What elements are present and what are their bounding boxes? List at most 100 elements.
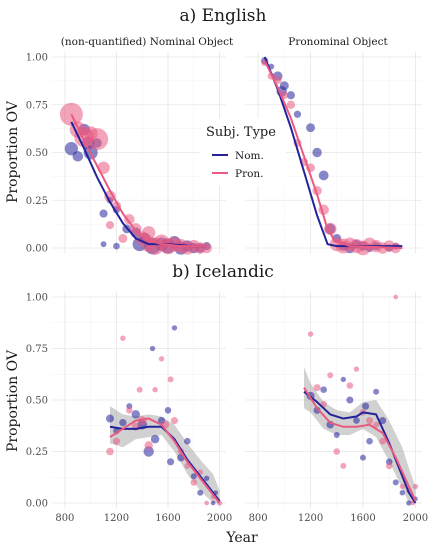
data-point-nom — [318, 170, 329, 181]
data-point-pron — [120, 335, 126, 341]
y-tick-label: 1.00 — [26, 53, 48, 64]
data-point-nom — [306, 123, 316, 133]
x-tick-label: 2000 — [207, 513, 232, 524]
data-point-pron — [286, 100, 296, 109]
data-point-nom — [286, 91, 295, 100]
data-point-nom — [197, 489, 204, 496]
y-axis-label-icelandic: Proportion OV — [5, 349, 21, 452]
data-point-nom — [143, 446, 154, 457]
y-tick-label: 0.50 — [26, 396, 48, 407]
y-tick-label: 0.25 — [26, 196, 48, 207]
legend-background — [200, 118, 286, 186]
x-tick-label: 1200 — [104, 513, 129, 524]
data-point-nom — [210, 500, 216, 506]
x-axis-label: Year — [225, 530, 258, 546]
data-point-nom — [320, 386, 327, 393]
data-point-pron — [144, 441, 153, 450]
panel-1-nominal: 0.00 0.25 0.50 0.75 1.00 800 1200 1600 2000 — [26, 292, 232, 524]
data-point-nom — [150, 434, 160, 444]
data-point-pron — [112, 437, 120, 445]
facet-label-pronominal-object: Pronominal Object — [288, 36, 388, 48]
data-point-pron — [124, 214, 135, 225]
trend-line-pron — [303, 387, 417, 502]
trend-line-pron — [109, 417, 221, 504]
y-tick-label: 0.25 — [26, 447, 48, 458]
panel-1-pronominal: 800 1200 1600 2000 — [245, 292, 428, 524]
y-tick-label: 0.00 — [26, 244, 48, 255]
confidence-band-1-pronominal — [304, 367, 416, 503]
data-point-nom — [392, 479, 399, 486]
data-point-nom — [167, 458, 175, 466]
data-point-nom — [279, 81, 289, 91]
x-tick-label: 800 — [55, 513, 74, 524]
data-point-nom — [149, 345, 156, 352]
facet-label-nominal-object: (non-quantified) Nominal Object — [61, 36, 234, 48]
trend-line-nom — [303, 390, 417, 504]
legend-label-nom: Nom. — [235, 150, 264, 162]
data-point-pron — [204, 500, 209, 506]
data-point-pron — [190, 479, 198, 486]
data-point-pron — [86, 128, 109, 151]
data-point-pron — [385, 462, 393, 470]
data-point-pron — [106, 447, 114, 456]
data-point-pron — [366, 417, 374, 425]
data-point-pron — [346, 382, 354, 389]
data-point-pron — [201, 242, 212, 254]
data-point-nom — [131, 410, 141, 419]
data-point-pron — [152, 387, 158, 393]
legend-label-pron: Pron. — [235, 168, 264, 180]
legend: Subj. Type Nom. Pron. — [200, 118, 286, 186]
data-point-pron — [373, 421, 380, 428]
data-point-pron — [105, 221, 115, 230]
data-point-nom — [399, 490, 406, 496]
data-point-pron — [142, 226, 156, 240]
data-point-nom — [64, 142, 78, 156]
data-point-pron — [158, 356, 165, 362]
data-point-nom — [333, 432, 340, 439]
data-point-pron — [333, 448, 341, 455]
data-point-nom — [119, 418, 127, 427]
data-point-nom — [203, 475, 210, 481]
data-point-nom — [340, 376, 347, 383]
panel-0-nominal: 0.00 0.25 0.50 0.75 1.00 — [26, 52, 226, 255]
y-tick-label: 0.00 — [26, 499, 48, 510]
x-tick-label: 2000 — [403, 513, 428, 524]
data-point-nom — [379, 417, 387, 425]
data-point-nom — [113, 242, 120, 250]
legend-title: Subj. Type — [206, 125, 276, 140]
y-tick-label: 0.50 — [26, 148, 48, 159]
data-point-nom — [373, 388, 380, 395]
data-point-pron — [353, 366, 360, 372]
y-tick-label: 1.00 — [26, 293, 48, 304]
data-point-nom — [353, 417, 360, 424]
x-tick-label: 1600 — [350, 513, 375, 524]
data-point-nom — [359, 454, 367, 461]
data-point-nom — [72, 151, 84, 162]
data-point-pron — [136, 386, 143, 393]
data-point-pron — [399, 483, 406, 490]
data-point-pron — [412, 483, 419, 490]
y-tick-label: 0.75 — [26, 100, 48, 111]
data-point-pron — [167, 376, 174, 383]
data-point-nom — [190, 473, 197, 480]
data-point-nom — [346, 396, 354, 404]
trend-line-pron — [263, 60, 403, 249]
x-tick-label: 1200 — [298, 513, 323, 524]
data-point-pron — [313, 384, 321, 392]
data-point-nom — [366, 437, 373, 445]
x-tick-label: 1600 — [155, 513, 180, 524]
data-point-pron — [327, 372, 334, 379]
data-point-nom — [362, 402, 370, 410]
data-point-nom — [313, 406, 321, 414]
title-icelandic: b) Icelandic — [172, 262, 274, 282]
data-point-pron — [307, 331, 314, 337]
data-point-pron — [118, 233, 128, 243]
data-point-nom — [184, 437, 191, 445]
data-point-nom — [293, 110, 302, 118]
y-tick-label: 0.75 — [26, 344, 48, 355]
data-point-nom — [406, 500, 412, 506]
data-point-nom — [105, 414, 115, 423]
data-point-nom — [312, 147, 322, 158]
data-point-nom — [164, 407, 172, 414]
